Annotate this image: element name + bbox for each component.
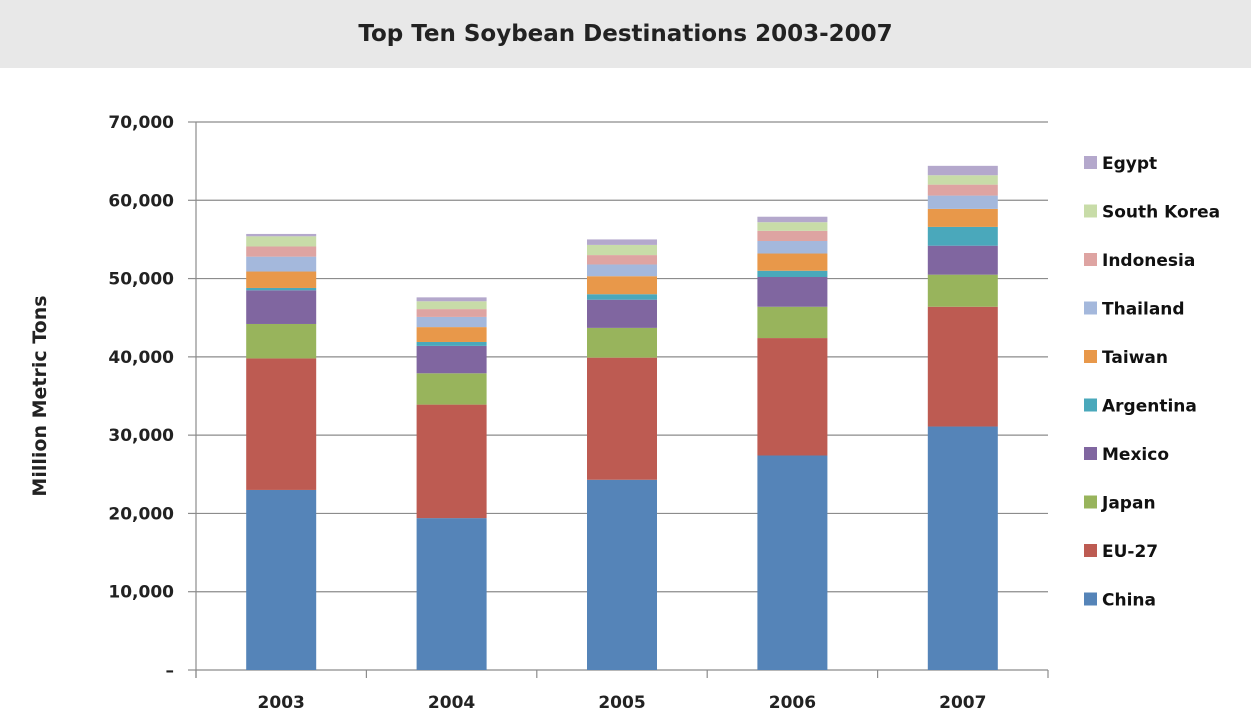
bar-segment-taiwan-2004 (416, 327, 487, 342)
bar-segment-thailand-2004 (416, 316, 487, 328)
bar-segment-south-korea-2004 (416, 301, 487, 310)
legend-swatch-taiwan (1084, 350, 1097, 363)
legend-swatch-thailand (1084, 301, 1097, 315)
bar-segment-china-2004 (416, 518, 487, 670)
legend-label-thailand: Thailand (1102, 300, 1185, 320)
legend-swatch-argentina (1084, 398, 1097, 412)
bar-segment-japan-2007 (927, 274, 998, 307)
y-tick-label: 70,000 (108, 113, 174, 133)
bar-segment-mexico-2003 (246, 290, 317, 324)
legend-label-egypt: Egypt (1102, 154, 1157, 174)
legend-label-taiwan: Taiwan (1102, 348, 1168, 368)
bar-segment-indonesia-2003 (246, 246, 317, 257)
bar-segment-mexico-2006 (757, 277, 828, 307)
bar-segment-argentina-2005 (587, 294, 657, 300)
bar-segment-indonesia-2005 (587, 255, 657, 265)
bar-segment-eu-27-2003 (246, 358, 317, 490)
bar-segment-south-korea-2003 (246, 236, 317, 247)
legend-swatch-indonesia (1084, 253, 1097, 266)
bar-segment-eu-27-2006 (757, 338, 828, 456)
y-tick-label: 20,000 (108, 504, 174, 524)
bar-segment-thailand-2007 (927, 195, 998, 209)
y-tick-label: – (166, 661, 175, 681)
bar-segment-mexico-2007 (927, 245, 998, 275)
x-tick-label: 2003 (258, 693, 305, 713)
bar-segment-south-korea-2005 (587, 244, 657, 256)
legend-swatch-japan (1084, 495, 1097, 509)
bar-segment-south-korea-2007 (927, 175, 998, 185)
bar-segment-eu-27-2005 (587, 357, 657, 480)
bar-segment-indonesia-2007 (927, 184, 998, 196)
bar-segment-taiwan-2005 (587, 276, 657, 295)
bar-segment-china-2005 (587, 479, 657, 670)
x-tick-label: 2007 (939, 693, 986, 713)
bar-segment-argentina-2007 (927, 226, 998, 246)
legend-label-indonesia: Indonesia (1102, 251, 1195, 271)
y-tick-label: 50,000 (108, 270, 174, 290)
legend-swatch-china (1084, 592, 1097, 606)
bar-segment-indonesia-2004 (416, 309, 487, 317)
bar-segment-thailand-2003 (246, 256, 317, 272)
legend-label-south-korea: South Korea (1102, 203, 1220, 223)
legend-swatch-south-korea (1084, 204, 1097, 218)
x-tick-label: 2006 (769, 693, 816, 713)
y-tick-label: 40,000 (108, 348, 174, 368)
bar-segment-taiwan-2007 (927, 208, 998, 227)
bar-segment-indonesia-2006 (757, 230, 828, 241)
bar-segment-thailand-2005 (587, 264, 657, 277)
bar-segment-japan-2005 (587, 327, 657, 358)
legend-swatch-mexico (1084, 447, 1097, 460)
y-tick-label: 60,000 (108, 191, 174, 211)
legend-label-argentina: Argentina (1102, 397, 1197, 417)
bar-segment-china-2003 (246, 489, 317, 670)
bar-segment-egypt-2004 (416, 297, 487, 302)
bar-segment-egypt-2006 (757, 216, 828, 223)
y-axis-title: Million Metric Tons (29, 295, 51, 496)
bar-segment-egypt-2007 (927, 165, 998, 176)
bar-segment-argentina-2006 (757, 270, 828, 278)
bar-segment-japan-2003 (246, 323, 317, 359)
bar-segment-japan-2004 (416, 373, 487, 405)
legend-label-mexico: Mexico (1102, 445, 1169, 465)
bar-segment-thailand-2006 (757, 240, 828, 254)
chart-title-bar: Top Ten Soybean Destinations 2003-2007 (0, 0, 1251, 68)
bar-segment-china-2006 (757, 455, 828, 670)
bar-segment-eu-27-2004 (416, 404, 487, 519)
bar-segment-taiwan-2006 (757, 253, 828, 271)
legend-swatch-eu-27 (1084, 544, 1097, 557)
x-tick-label: 2005 (598, 693, 645, 713)
bar-segment-mexico-2004 (416, 345, 487, 374)
bar-segment-japan-2006 (757, 306, 828, 339)
bar-segment-mexico-2005 (587, 299, 657, 328)
legend-label-china: China (1102, 591, 1156, 611)
bar-segment-taiwan-2003 (246, 271, 317, 288)
legend-label-eu-27: EU-27 (1102, 542, 1158, 562)
bar-segment-egypt-2003 (246, 233, 317, 237)
bar-segment-argentina-2004 (416, 341, 487, 346)
x-tick-label: 2004 (428, 693, 475, 713)
bar-segment-south-korea-2006 (757, 222, 828, 231)
bar-segment-egypt-2005 (587, 239, 657, 245)
legend-swatch-egypt (1084, 156, 1097, 169)
chart-title: Top Ten Soybean Destinations 2003-2007 (358, 21, 893, 47)
y-tick-label: 10,000 (108, 583, 174, 603)
legend-label-japan: Japan (1101, 494, 1156, 514)
bar-segment-china-2007 (927, 426, 998, 670)
bar-segment-argentina-2003 (246, 287, 317, 291)
y-tick-label: 30,000 (108, 426, 174, 446)
bar-segment-eu-27-2007 (927, 306, 998, 427)
